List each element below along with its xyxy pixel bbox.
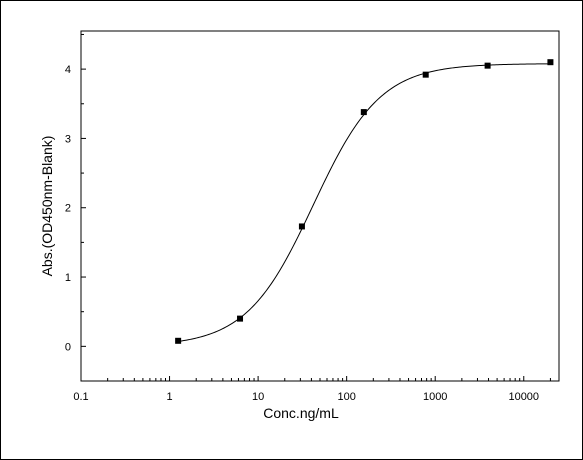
y-tick-label: 0 xyxy=(65,341,71,353)
data-point xyxy=(175,337,182,344)
y-axis: 0 1 2 3 4 xyxy=(65,33,86,382)
fit-curve-line xyxy=(178,63,551,342)
y-tick-label: 1 xyxy=(65,272,71,284)
x-axis: 0.1 1 10 100 1000 10000 xyxy=(73,376,551,403)
x-tick-label: 100 xyxy=(337,391,355,403)
data-point xyxy=(547,59,554,66)
y-tick-label: 2 xyxy=(65,203,71,215)
y-tick-label: 3 xyxy=(65,133,71,145)
x-tick-label: 10000 xyxy=(508,391,539,403)
data-point xyxy=(298,223,305,230)
x-tick-label: 1 xyxy=(166,391,172,403)
fit-curve-group xyxy=(178,63,551,342)
x-tick-label: 0.1 xyxy=(73,391,88,403)
data-point xyxy=(360,109,367,116)
data-points-group xyxy=(175,59,554,344)
plot-frame xyxy=(80,30,560,382)
data-point xyxy=(484,62,491,69)
y-axis-title: Abs.(OD450nm-Blank) xyxy=(39,136,55,277)
x-axis-title: Conc.ng/mL xyxy=(263,405,339,421)
x-tick-label: 10 xyxy=(252,391,264,403)
x-tick-label: 1000 xyxy=(423,391,447,403)
data-point xyxy=(422,71,429,78)
y-tick-label: 4 xyxy=(65,64,71,76)
data-point xyxy=(237,315,244,322)
